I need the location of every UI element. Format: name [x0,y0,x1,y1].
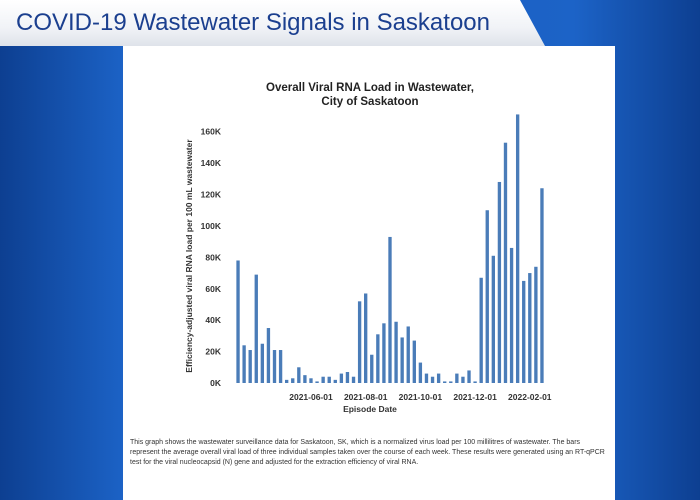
bar-19 [351,376,356,383]
x-tick-label: 2022-02-01 [508,392,552,402]
y-tick-label: 100K [201,221,222,231]
bar-34 [443,381,447,383]
bar-6 [272,350,277,383]
bar-20 [357,301,362,383]
chart-title-line-2: City of Saskatoon [321,96,418,108]
x-ticks-group: 2021-06-01 2021-08-01 2021-10-01 2021-12-01… [289,392,552,402]
bar-0 [236,260,240,383]
y-tick-label: 60K [205,284,221,294]
bar-43 [497,181,502,383]
bar-22 [370,354,374,383]
y-ticks-group: 0K 20K 40K 60K 80K 100K 120K 140K 160K [201,127,222,388]
bar-29 [412,340,416,383]
bar-49 [534,266,538,383]
bar-48 [528,273,532,383]
bar-31 [424,373,429,383]
bar-5 [266,328,271,383]
bar-26 [394,321,398,383]
x-tick-label: 2021-08-01 [344,392,388,402]
bar-30 [418,362,423,383]
y-tick-label: 160K [201,127,222,137]
bar-47 [522,280,526,383]
bar-11 [303,375,307,383]
bar-2 [248,350,252,383]
bar-45 [509,247,514,383]
bar-10 [297,367,301,383]
banner-title: COVID-19 Wastewater Signals in Saskatoon [16,9,490,36]
bar-24 [382,323,386,383]
bar-36 [455,373,459,383]
bar-32 [430,376,435,383]
y-tick-label: 0K [210,378,222,388]
bar-23 [376,334,380,383]
bar-46 [515,114,520,384]
bar-50 [540,188,544,383]
bar-15 [327,376,331,383]
chart-panel: Overall Viral RNA Load in Wastewater, Ci… [123,46,615,500]
bar-27 [400,337,404,383]
bar-28 [406,326,410,383]
bar-25 [388,236,392,383]
bar-7 [278,350,283,383]
bar-35 [449,381,453,383]
x-tick-label: 2021-06-01 [289,392,333,402]
bar-21 [364,293,368,383]
bar-1 [242,345,246,383]
y-tick-label: 140K [201,158,222,168]
x-axis-title: Episode Date [343,404,397,414]
bar-33 [436,373,441,383]
bar-41 [485,210,489,383]
bar-8 [285,379,289,383]
bar-40 [479,277,483,383]
bar-12 [309,378,313,383]
x-tick-label: 2021-12-01 [453,392,497,402]
bar-3 [254,274,258,383]
y-tick-label: 40K [205,315,221,325]
bar-16 [333,379,337,383]
bar-37 [461,376,465,383]
bar-9 [291,378,295,383]
bar-13 [315,381,319,383]
bar-44 [503,142,508,383]
y-tick-label: 120K [201,190,222,200]
y-tick-label: 80K [205,252,221,262]
bar-18 [345,372,350,383]
bar-chart: Overall Viral RNA Load in Wastewater, Ci… [184,82,552,414]
bar-38 [467,370,471,383]
chart-title-line-1: Overall Viral RNA Load in Wastewater, [266,82,474,94]
bars-group [236,114,544,384]
bar-4 [260,343,265,383]
bar-17 [339,373,344,383]
title-banner: COVID-19 Wastewater Signals in Saskatoon [0,0,545,46]
bar-39 [473,381,477,383]
chart-caption: This graph shows the wastewater surveill… [130,439,605,466]
y-axis-title: Efficiency-adjusted viral RNA load per 1… [184,139,194,373]
x-tick-label: 2021-10-01 [399,392,443,402]
y-tick-label: 20K [205,347,221,357]
bar-14 [321,376,325,383]
bar-42 [491,255,495,383]
